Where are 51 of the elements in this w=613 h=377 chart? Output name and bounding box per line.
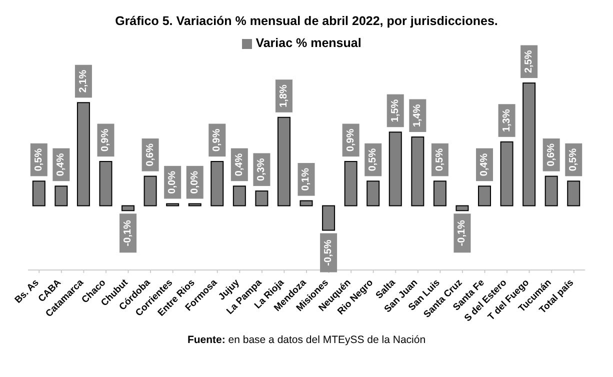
data-label: 0,0%	[189, 170, 200, 194]
data-label: -0,5%	[323, 240, 334, 266]
bar	[210, 161, 224, 206]
data-label: 0,9%	[212, 128, 223, 152]
data-label: 0,5%	[368, 148, 379, 172]
data-label: 2,5%	[524, 50, 535, 74]
bar	[388, 132, 402, 206]
bar	[478, 186, 491, 206]
bar	[54, 186, 68, 206]
data-label: 0,5%	[434, 148, 446, 172]
bar	[322, 205, 336, 231]
bar	[144, 176, 157, 206]
bar	[522, 82, 536, 206]
data-label: -0,1%	[456, 220, 468, 246]
data-label: 0,1%	[300, 168, 312, 191]
data-label: 1,3%	[501, 109, 512, 132]
legend-label: Variac % mensual	[256, 36, 362, 50]
bar	[277, 116, 290, 206]
data-label: 0,5%	[33, 148, 44, 172]
data-label: 0,9%	[345, 128, 356, 152]
data-label: 2,1%	[78, 70, 89, 93]
data-label: 0,0%	[167, 170, 178, 194]
bar	[255, 190, 268, 206]
data-label: 1,4%	[412, 104, 424, 128]
bar	[300, 200, 313, 206]
bar	[500, 141, 514, 206]
data-label: 0,4%	[234, 153, 245, 176]
bar	[456, 205, 469, 212]
bar	[99, 161, 112, 206]
chart-title: Gráfico 5. Variación % mensual de abril 2022, por jurisdicciones.	[114, 14, 499, 30]
data-label: 0,6%	[144, 143, 156, 166]
data-label: 1,5%	[390, 99, 401, 122]
data-label: 0,5%	[568, 148, 580, 172]
bar	[76, 102, 90, 206]
bar	[344, 161, 358, 206]
data-label: 0,4%	[479, 153, 490, 176]
bar	[32, 180, 46, 206]
bar	[433, 180, 446, 206]
data-label: 0,4%	[56, 153, 67, 176]
bar	[567, 180, 580, 206]
bar	[122, 205, 135, 212]
data-label: 0,9%	[100, 128, 112, 152]
bar	[366, 180, 380, 206]
source-note: Fuente: en base a datos del MTEySS de la Nación	[186, 334, 427, 346]
data-label: 0,6%	[546, 143, 557, 166]
data-label: 1,8%	[278, 84, 290, 108]
bar	[232, 186, 246, 206]
bar	[411, 136, 424, 206]
bar	[544, 176, 558, 206]
data-label: -0,1%	[122, 220, 134, 246]
data-label: 0,3%	[256, 158, 268, 181]
